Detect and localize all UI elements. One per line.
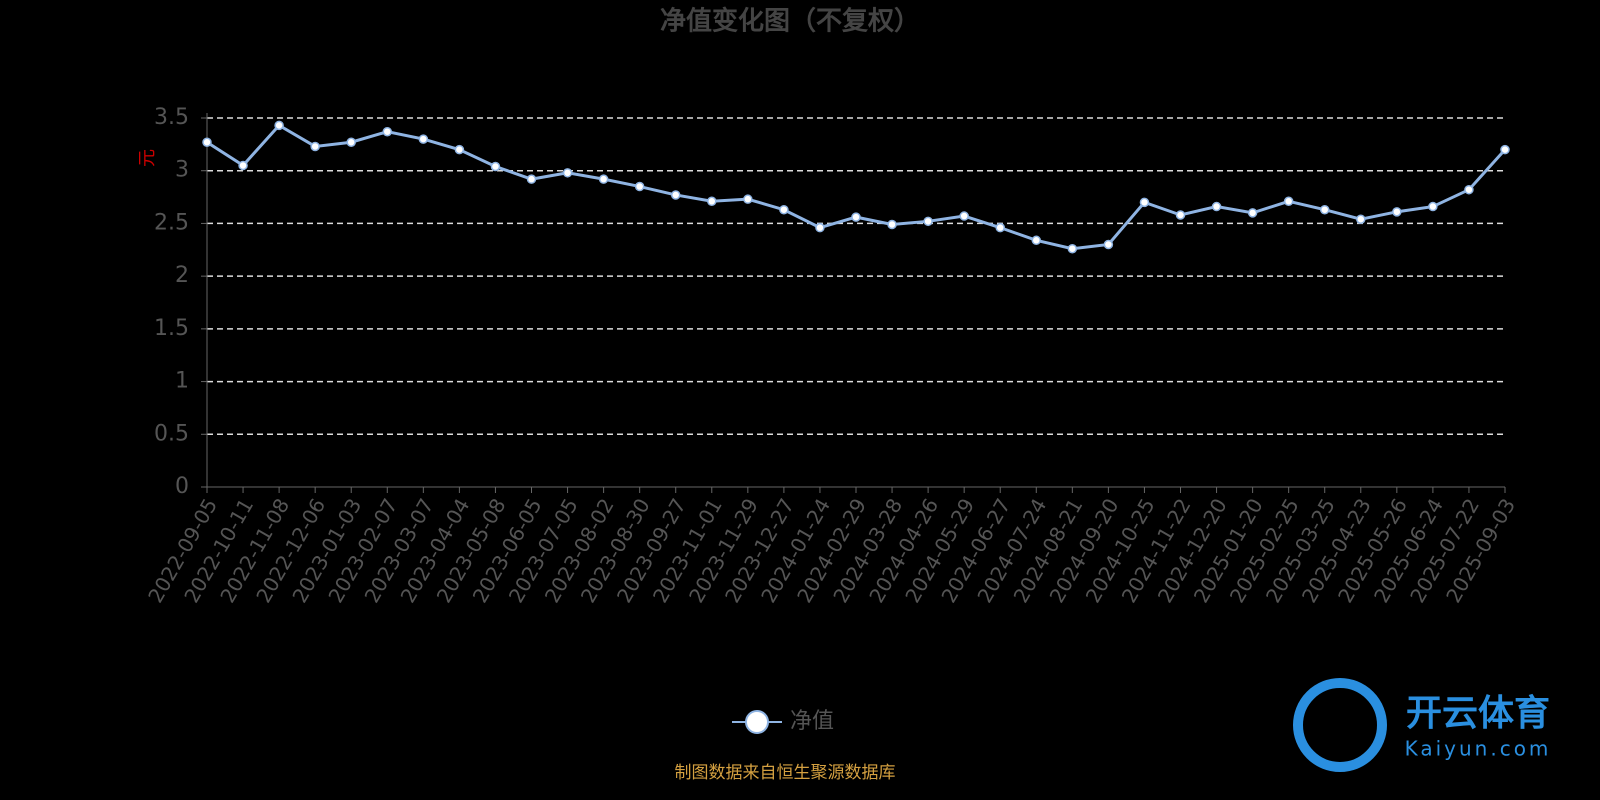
point <box>1067 243 1078 254</box>
watermark: 开云体育 Kaiyun.com <box>1293 678 1552 772</box>
y-tick-label: 0 <box>175 474 189 499</box>
point <box>851 212 861 222</box>
y-tick-label: 2 <box>175 263 189 288</box>
point <box>346 137 356 147</box>
point <box>1175 210 1186 220</box>
point <box>634 181 645 192</box>
point <box>418 134 429 144</box>
point <box>1428 201 1438 212</box>
point <box>490 161 501 172</box>
point <box>598 174 609 184</box>
point <box>1319 204 1330 215</box>
y-axis-label: 元 <box>137 149 158 167</box>
series-line <box>206 123 1507 251</box>
point <box>1283 196 1294 207</box>
point <box>815 222 825 233</box>
watermark-name: 开云体育 <box>1406 693 1550 734</box>
y-tick-label: 3.5 <box>154 105 189 130</box>
watermark-site: Kaiyun.com <box>1405 737 1552 761</box>
point <box>707 196 717 207</box>
point <box>743 194 753 204</box>
logo <box>1293 678 1387 772</box>
point <box>1211 201 1222 212</box>
chart-title: 净值变化图（不复权） <box>660 6 920 37</box>
y-tick-label: 1 <box>175 369 189 394</box>
point <box>382 126 393 137</box>
point <box>562 168 573 178</box>
point <box>310 141 320 152</box>
y-tick-label: 1.5 <box>154 316 189 341</box>
point <box>959 211 969 221</box>
point <box>454 144 465 155</box>
point <box>1392 207 1402 217</box>
y-tick-label: 2.5 <box>154 210 189 235</box>
point <box>1103 239 1114 250</box>
point <box>1031 235 1042 246</box>
point <box>779 204 789 215</box>
point <box>923 216 933 227</box>
point <box>1247 208 1258 218</box>
legend-marker <box>745 710 769 734</box>
point <box>887 219 897 230</box>
y-tick-label: 0.5 <box>154 421 189 446</box>
point <box>1464 184 1474 195</box>
point <box>1139 197 1150 208</box>
y-tick-label: 3 <box>175 158 189 183</box>
point <box>238 160 248 171</box>
point <box>1356 214 1366 224</box>
point <box>1500 144 1510 155</box>
legend-label: 净值 <box>790 709 834 734</box>
point <box>202 137 212 147</box>
footer: 制图数据来自恒生聚源数据库 <box>675 763 896 783</box>
point <box>274 120 284 131</box>
point <box>526 174 537 184</box>
point <box>670 190 681 200</box>
point <box>995 222 1005 233</box>
